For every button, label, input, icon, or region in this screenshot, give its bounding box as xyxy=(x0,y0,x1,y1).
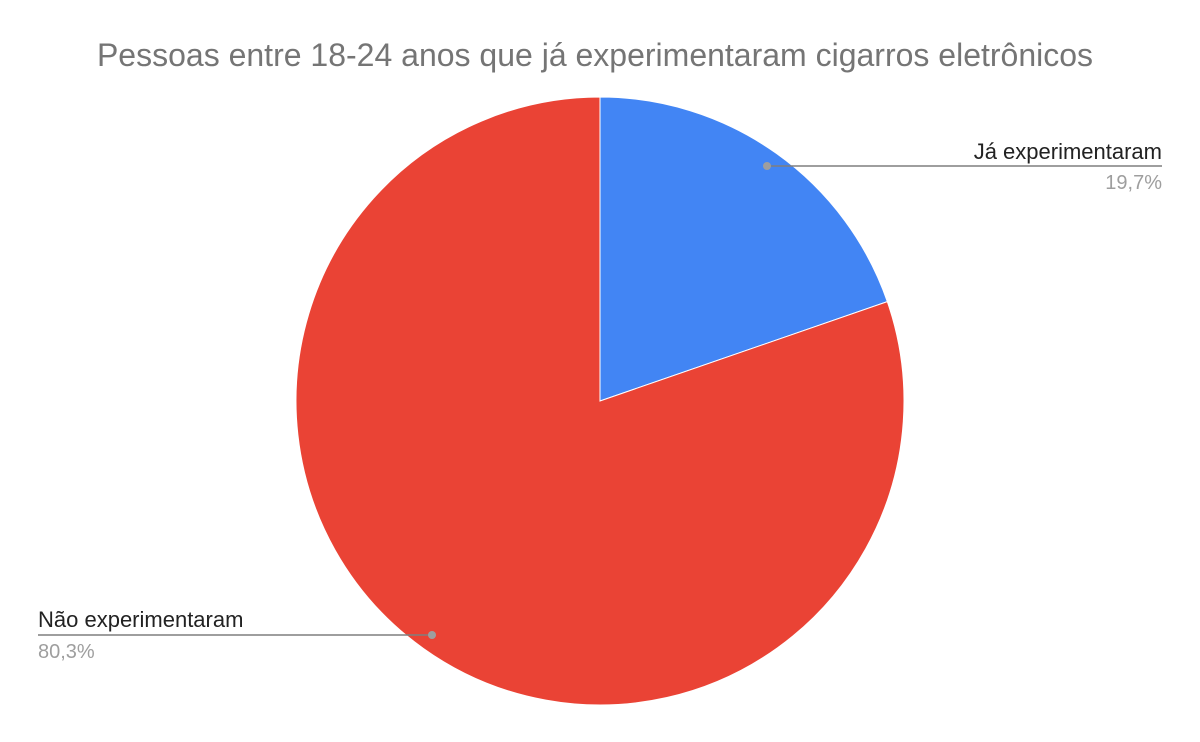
slice-value-nao-experimentaram: 80,3% xyxy=(38,641,95,663)
pie-slice-nao-experimentaram xyxy=(295,96,905,706)
leader-dot-nao-experimentaram xyxy=(428,631,436,639)
slice-value-ja-experimentaram: 19,7% xyxy=(1105,172,1162,194)
chart-title: Pessoas entre 18-24 anos que já experime… xyxy=(97,37,1093,73)
label-ja-experimentaram: Já experimentaram 19,7% xyxy=(763,139,1162,194)
leader-dot-ja-experimentaram xyxy=(763,162,771,170)
label-nao-experimentaram: Não experimentaram 80,3% xyxy=(38,607,436,663)
pie-slices xyxy=(295,96,905,706)
slice-label-nao-experimentaram: Não experimentaram xyxy=(38,607,243,632)
pie-slice-ja-experimentaram xyxy=(599,96,888,402)
slice-label-ja-experimentaram: Já experimentaram xyxy=(974,139,1162,164)
